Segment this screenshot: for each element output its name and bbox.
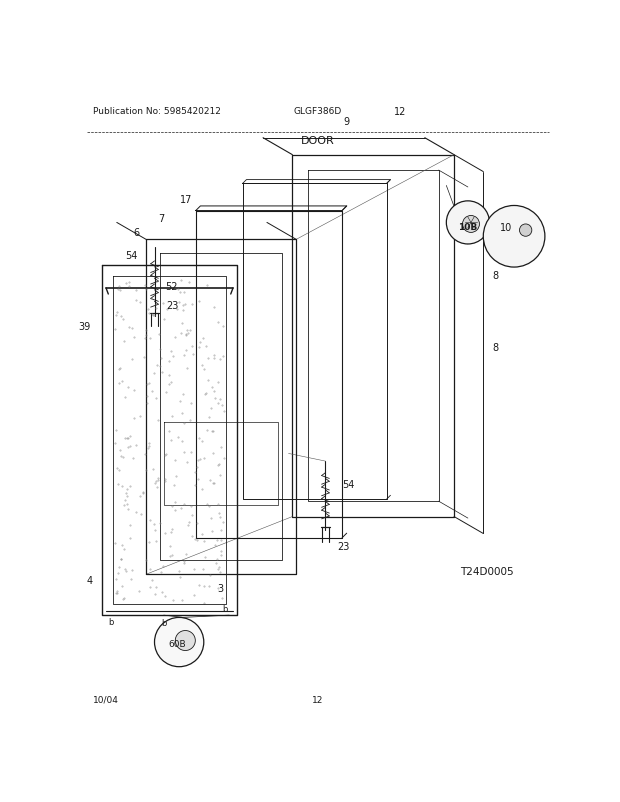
Text: b: b: [223, 605, 228, 614]
Text: 8: 8: [492, 270, 498, 281]
Text: T24D0005: T24D0005: [460, 566, 514, 577]
Text: 54: 54: [342, 480, 355, 489]
Text: 12: 12: [394, 107, 406, 116]
Circle shape: [175, 630, 195, 650]
Text: 10B: 10B: [458, 222, 477, 232]
Text: 6: 6: [134, 227, 140, 237]
Text: 39: 39: [78, 322, 91, 332]
Text: 23: 23: [337, 541, 350, 551]
Circle shape: [154, 618, 204, 667]
Text: 54: 54: [125, 250, 138, 261]
Text: b: b: [161, 618, 166, 627]
Text: 7: 7: [158, 213, 164, 224]
Text: Publication No: 5985420212: Publication No: 5985420212: [93, 107, 221, 116]
Text: 9: 9: [343, 116, 349, 127]
Text: 17: 17: [180, 195, 192, 205]
Text: 23: 23: [166, 301, 179, 310]
Circle shape: [446, 201, 489, 245]
Text: 3: 3: [218, 583, 224, 593]
Text: 8: 8: [492, 342, 498, 353]
Text: 60B: 60B: [169, 639, 186, 648]
Text: 4: 4: [87, 576, 93, 585]
Text: 12: 12: [312, 695, 324, 704]
Text: 10/04: 10/04: [93, 695, 119, 704]
Text: 10: 10: [500, 223, 513, 233]
Text: DOOR: DOOR: [301, 136, 335, 146]
Circle shape: [484, 206, 545, 268]
Circle shape: [520, 225, 532, 237]
Text: 52: 52: [165, 282, 178, 292]
Circle shape: [463, 217, 479, 233]
Text: b: b: [108, 617, 113, 626]
Text: GLGF386D: GLGF386D: [294, 107, 342, 116]
